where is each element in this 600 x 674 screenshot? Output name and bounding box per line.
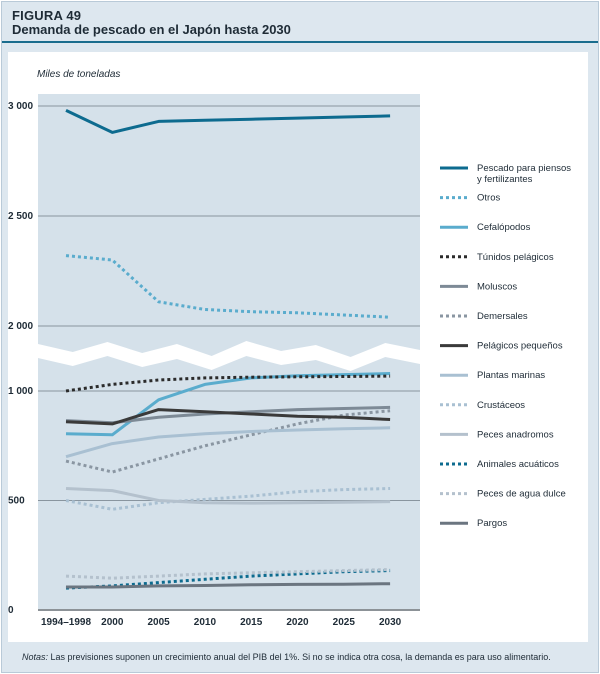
series-line xyxy=(65,487,391,511)
legend-label: Moluscos xyxy=(477,281,517,292)
legend-label: Pescado para piensos xyxy=(477,163,571,174)
x-tick-label: 2025 xyxy=(333,617,356,628)
legend-label: Túnidos pelágicos xyxy=(477,252,554,263)
series-line xyxy=(66,582,391,589)
legend-label: Animales acuáticos xyxy=(477,459,559,470)
legend-label: Demersales xyxy=(477,311,528,322)
legend-label: y fertilizantes xyxy=(477,174,533,185)
legend-label: Crustáceos xyxy=(477,400,525,411)
series-line xyxy=(65,109,391,134)
x-tick-label: 2020 xyxy=(286,617,309,628)
x-tick-label: 2015 xyxy=(240,617,263,628)
series-line xyxy=(65,372,391,437)
legend-label: Otros xyxy=(477,193,500,204)
axis-break-band xyxy=(38,341,420,371)
series-lines xyxy=(65,109,391,590)
series-line xyxy=(65,374,391,393)
series-line xyxy=(65,487,391,505)
y-axis: 3 000 2 500 2 000 1 000 500 0 xyxy=(8,101,33,616)
x-tick-label: 2000 xyxy=(101,617,124,628)
x-tick-label: 1994–1998 xyxy=(41,617,91,628)
series-line xyxy=(65,408,391,426)
header-rule xyxy=(2,41,598,43)
legend-label: Plantas marinas xyxy=(477,370,545,381)
legend-label: Peces anadromos xyxy=(477,429,554,440)
grid xyxy=(38,105,420,611)
axis-break xyxy=(38,341,420,371)
y-tick-label: 3 000 xyxy=(8,101,33,112)
y-tick-label: 2 000 xyxy=(8,321,33,332)
y-tick-label: 0 xyxy=(8,605,14,616)
series-line xyxy=(65,568,391,580)
note-text: Las previsiones suponen un crecimiento a… xyxy=(48,652,551,662)
legend-label: Pelágicos pequeños xyxy=(477,341,563,352)
legend-label: Pargos xyxy=(477,518,507,529)
figure-note: Notas: Las previsiones suponen un crecim… xyxy=(22,652,551,662)
y-axis-label: Miles de toneladas xyxy=(37,69,120,80)
note-label: Notas: xyxy=(22,652,49,662)
series-line xyxy=(65,426,391,459)
x-tick-label: 2005 xyxy=(147,617,170,628)
figure-number: FIGURA 49 xyxy=(12,8,82,23)
figure-title: Demanda de pescado en el Japón hasta 203… xyxy=(12,22,291,37)
legend-label: Cefalópodos xyxy=(477,222,531,233)
y-tick-label: 2 500 xyxy=(8,211,33,222)
series-line xyxy=(65,254,391,319)
y-tick-label: 1 000 xyxy=(8,386,33,397)
x-axis: 1994–1998 2000 2005 2010 2015 2020 2025 2030 xyxy=(41,617,402,628)
x-tick-label: 2030 xyxy=(379,617,402,628)
y-tick-label: 500 xyxy=(8,496,25,507)
x-tick-label: 2010 xyxy=(194,617,217,628)
figure-header: FIGURA 49 Demanda de pescado en el Japón… xyxy=(2,2,598,40)
legend-label: Peces de agua dulce xyxy=(477,489,566,500)
